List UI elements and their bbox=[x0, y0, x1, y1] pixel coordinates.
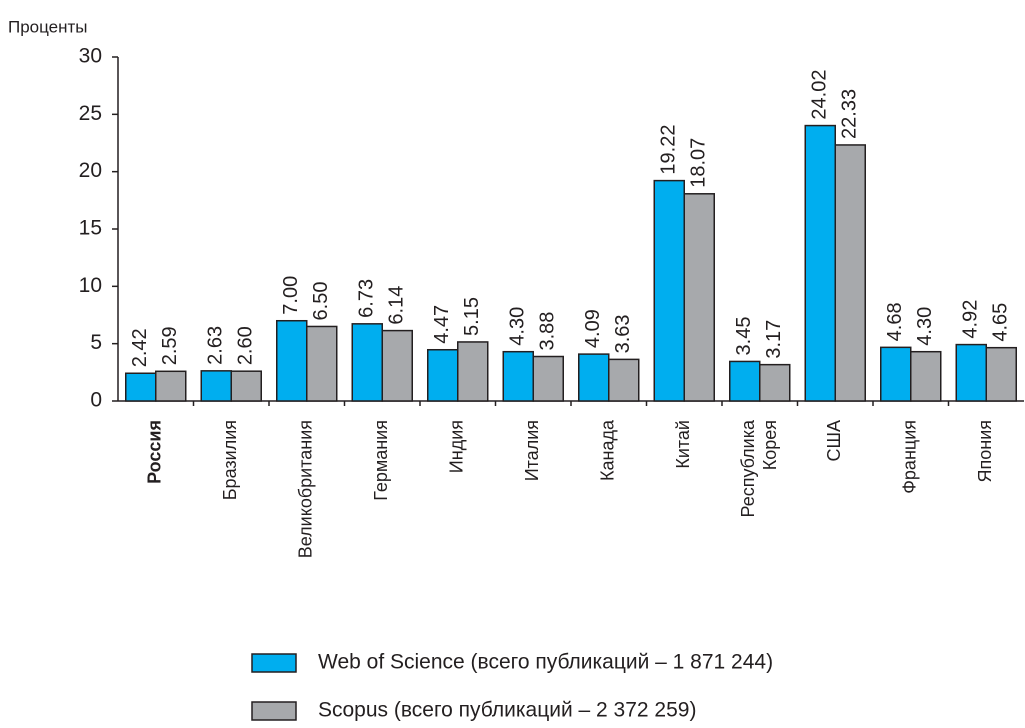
value-label: 2.60 bbox=[235, 326, 257, 365]
value-label: 2.59 bbox=[159, 326, 181, 365]
bar bbox=[683, 193, 715, 402]
x-tick-label: Германия bbox=[371, 420, 391, 501]
value-label: 22.33 bbox=[839, 89, 861, 139]
bar bbox=[230, 370, 262, 402]
value-label: 6.50 bbox=[310, 282, 332, 321]
x-tick-label: Великобритания bbox=[296, 420, 316, 558]
bar bbox=[955, 343, 987, 402]
bar bbox=[502, 350, 534, 402]
x-tick-label: Республика Корея bbox=[738, 419, 780, 518]
x-tick-label: Канада bbox=[598, 419, 618, 481]
bar bbox=[804, 124, 836, 402]
x-tick-label: Франция bbox=[900, 420, 920, 494]
x-tick-label: Китай bbox=[673, 420, 693, 469]
value-label: 7.00 bbox=[280, 276, 302, 315]
value-label: 5.15 bbox=[461, 297, 483, 336]
bar bbox=[125, 372, 157, 402]
value-label: 4.68 bbox=[884, 302, 906, 341]
bar bbox=[276, 319, 308, 402]
value-label: 3.17 bbox=[763, 320, 785, 359]
value-label: 24.02 bbox=[809, 70, 831, 120]
bar bbox=[653, 179, 685, 402]
value-label: 4.92 bbox=[960, 300, 982, 339]
bar bbox=[834, 144, 866, 402]
y-axis-label: Проценты bbox=[8, 17, 88, 36]
legend-swatch bbox=[251, 653, 297, 673]
bar bbox=[880, 346, 912, 402]
bar bbox=[306, 325, 338, 402]
x-tick-label: Индия bbox=[447, 420, 467, 473]
y-tick-label: 20 bbox=[79, 159, 102, 182]
value-label: 18.07 bbox=[688, 138, 710, 188]
bar bbox=[200, 370, 232, 402]
bar bbox=[381, 329, 413, 402]
x-tick-label: США bbox=[824, 420, 844, 462]
y-tick-label: 5 bbox=[90, 331, 102, 354]
value-label: 4.09 bbox=[582, 309, 604, 348]
y-tick-label: 30 bbox=[79, 45, 102, 68]
value-label: 6.73 bbox=[356, 279, 378, 318]
y-tick-label: 15 bbox=[79, 217, 102, 240]
bar bbox=[910, 350, 942, 402]
x-tick-label: Италия bbox=[522, 420, 542, 481]
bar bbox=[608, 358, 640, 402]
bar bbox=[457, 341, 489, 402]
bar bbox=[427, 348, 459, 402]
y-tick-label: 10 bbox=[79, 274, 102, 297]
bar bbox=[532, 355, 564, 402]
x-tick-label: Россия bbox=[145, 420, 165, 484]
value-label: 3.63 bbox=[612, 314, 634, 353]
value-label: 4.30 bbox=[914, 307, 936, 346]
bar bbox=[729, 360, 761, 402]
bar bbox=[155, 370, 187, 402]
value-label: 3.88 bbox=[537, 312, 559, 351]
value-label: 3.45 bbox=[733, 317, 755, 356]
value-label: 19.22 bbox=[658, 125, 680, 175]
x-tick-label: Япония bbox=[975, 420, 995, 483]
bar bbox=[985, 346, 1017, 402]
value-label: 6.14 bbox=[386, 286, 408, 325]
legend-label: Scopus (всего публикаций – 2 372 259) bbox=[318, 699, 696, 722]
y-tick-label: 0 bbox=[90, 389, 102, 412]
bar bbox=[759, 363, 791, 402]
value-label: 4.65 bbox=[990, 303, 1012, 342]
bar bbox=[351, 323, 383, 402]
legend-swatch bbox=[251, 701, 297, 721]
legend-label: Web of Science (всего публикаций – 1 871… bbox=[318, 651, 773, 674]
value-label: 4.30 bbox=[507, 307, 529, 346]
bar bbox=[578, 353, 610, 402]
value-label: 2.63 bbox=[205, 326, 227, 365]
x-tick-label: Бразилия bbox=[220, 420, 240, 500]
value-label: 2.42 bbox=[129, 328, 151, 367]
value-label: 4.47 bbox=[431, 305, 453, 344]
y-tick-label: 25 bbox=[79, 102, 102, 125]
